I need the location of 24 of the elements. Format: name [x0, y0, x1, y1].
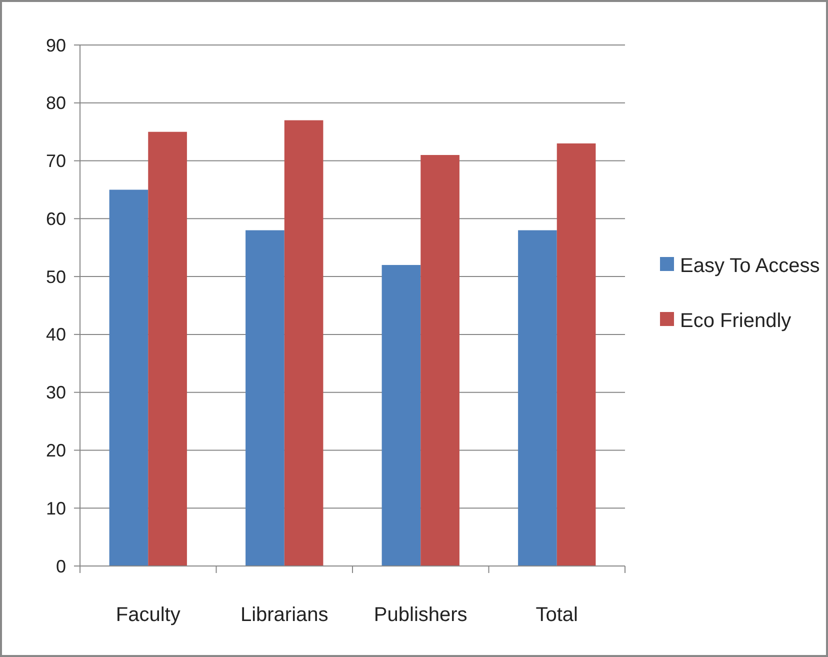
- y-tick-label: 90: [46, 35, 66, 56]
- y-tick-label: 50: [46, 266, 66, 287]
- y-tick-label: 30: [46, 382, 66, 403]
- y-tick-label: 70: [46, 151, 66, 172]
- y-tick-label: 80: [46, 93, 66, 114]
- x-tick-label: Librarians: [240, 604, 328, 626]
- bar: [518, 230, 557, 566]
- bar: [420, 154, 460, 566]
- x-tick-label: Total: [536, 604, 578, 626]
- y-tick-label: 10: [46, 498, 66, 518]
- x-tick-label: Faculty: [116, 604, 180, 626]
- y-tick-label: 0: [56, 556, 66, 576]
- bar: [284, 120, 324, 566]
- legend-label: Eco Friendly: [680, 310, 792, 332]
- bar: [556, 143, 596, 566]
- y-tick-label: 20: [46, 440, 66, 461]
- bar: [109, 190, 148, 566]
- legend-label: Easy To Access: [680, 255, 820, 277]
- bar: [246, 230, 284, 566]
- bar: [148, 132, 187, 566]
- bar: [382, 264, 421, 566]
- x-tick-label: Publishers: [374, 604, 468, 626]
- y-tick-label: 40: [46, 324, 66, 345]
- y-tick-label: 60: [46, 208, 66, 229]
